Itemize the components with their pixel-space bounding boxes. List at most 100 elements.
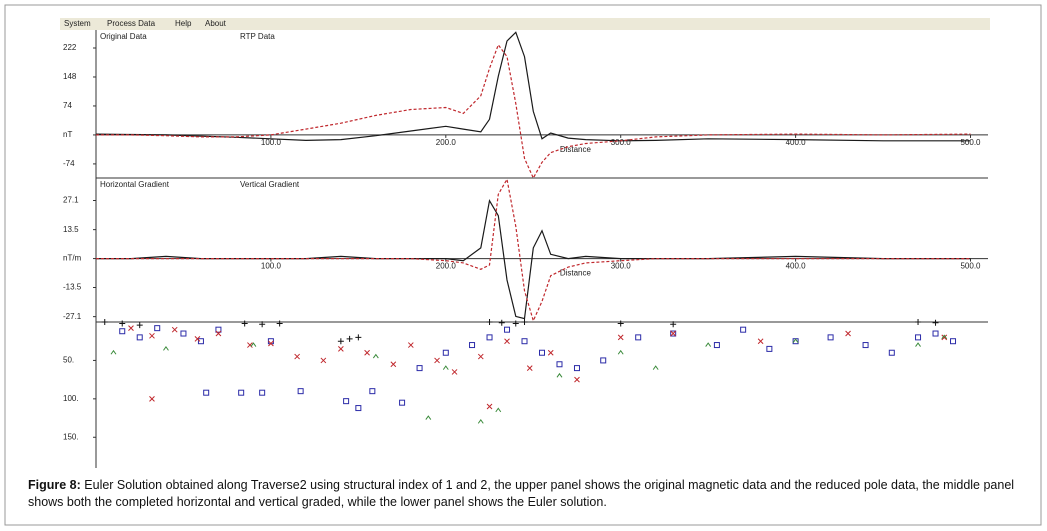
euler-square — [504, 326, 511, 333]
x-axis-label: Distance — [560, 269, 592, 278]
series-label: Horizontal Gradient — [100, 180, 170, 189]
x-tick-label: 500.0 — [960, 262, 981, 271]
y-tick-label: 148 — [63, 72, 77, 81]
euler-triangle — [442, 365, 449, 370]
euler-cross — [617, 334, 624, 341]
euler-square — [713, 342, 720, 349]
euler-cross — [486, 403, 493, 410]
euler-triangle — [705, 342, 712, 347]
y-tick-label: -74 — [63, 159, 75, 168]
euler-square — [180, 330, 187, 337]
euler-cross — [364, 349, 370, 356]
y-tick-label: 100. — [63, 394, 79, 403]
euler-square — [766, 345, 773, 352]
euler-cross — [574, 376, 580, 383]
euler-cross — [294, 353, 300, 360]
euler-cross — [247, 342, 253, 348]
euler-plus — [617, 320, 624, 327]
euler-cross — [149, 395, 155, 402]
euler-cross — [504, 338, 510, 345]
euler-square — [238, 389, 245, 396]
euler-plus — [337, 338, 344, 345]
euler-plus — [486, 319, 493, 325]
menu-item[interactable]: System — [64, 19, 91, 28]
euler-square — [203, 389, 210, 396]
euler-cross — [434, 357, 440, 364]
x-axis-label: Distance — [560, 145, 592, 154]
euler-square — [469, 342, 476, 349]
euler-triangle — [617, 349, 624, 355]
euler-triangle — [915, 342, 921, 347]
euler-cross — [268, 340, 274, 347]
euler-square — [521, 338, 528, 345]
euler-plus — [119, 320, 126, 327]
euler-square — [259, 389, 266, 396]
euler-cross — [757, 338, 764, 345]
euler-plus — [101, 319, 108, 325]
y-tick-label: 27.1 — [63, 196, 79, 205]
euler-triangle — [941, 334, 948, 340]
euler-cross — [390, 361, 397, 368]
euler-square — [197, 338, 204, 345]
euler-cross — [451, 369, 458, 375]
euler-cross — [320, 357, 327, 364]
euler-triangle — [163, 346, 169, 351]
euler-plus — [355, 334, 362, 341]
euler-square — [539, 349, 545, 356]
series-label: Vertical Gradient — [240, 180, 300, 189]
euler-plus — [136, 322, 143, 329]
series-line — [95, 31, 971, 142]
x-tick-label: 200.0 — [436, 138, 457, 147]
euler-cross — [547, 349, 554, 356]
y-tick-label: nT — [63, 130, 72, 139]
x-tick-label: 300.0 — [611, 138, 632, 147]
euler-square — [556, 361, 563, 368]
euler-plus — [915, 319, 922, 325]
euler-plus — [670, 321, 677, 328]
euler-cross — [128, 325, 134, 332]
x-tick-label: 200.0 — [436, 262, 457, 271]
menu-bar — [60, 18, 990, 30]
x-tick-label: 300.0 — [611, 262, 632, 271]
series-line — [96, 199, 971, 320]
frame — [4, 4, 1042, 526]
euler-square — [932, 330, 939, 337]
y-tick-label: -27.1 — [63, 312, 82, 321]
euler-cross — [194, 336, 201, 342]
y-tick-label: nT/m — [63, 254, 82, 263]
euler-square — [399, 399, 406, 406]
euler-square — [119, 328, 126, 335]
series-line — [96, 43, 971, 180]
euler-square — [416, 365, 423, 372]
euler-triangle — [250, 342, 257, 347]
euler-plus — [346, 335, 353, 342]
y-tick-label: 50. — [63, 356, 74, 365]
euler-triangle — [425, 415, 432, 420]
euler-cross — [526, 365, 533, 371]
menu-item[interactable]: Help — [175, 19, 192, 28]
euler-square — [442, 349, 449, 356]
euler-triangle — [495, 407, 502, 413]
euler-square — [862, 342, 869, 349]
euler-square — [635, 334, 642, 341]
euler-square — [297, 388, 304, 395]
x-tick-label: 400.0 — [786, 262, 807, 271]
euler-square — [888, 349, 895, 356]
series-label: Original Data — [100, 32, 147, 41]
euler-plus — [932, 319, 939, 326]
euler-square — [215, 326, 222, 333]
y-tick-label: 222 — [63, 43, 77, 52]
euler-cross — [171, 326, 178, 333]
y-tick-label: 13.5 — [63, 225, 79, 234]
euler-triangle — [652, 365, 659, 370]
euler-square — [600, 357, 607, 364]
x-tick-label: 500.0 — [960, 138, 981, 147]
menu-item[interactable]: About — [205, 19, 227, 28]
menu-item[interactable]: Process Data — [107, 19, 156, 28]
euler-plus — [498, 319, 505, 326]
y-tick-label: -13.5 — [63, 283, 82, 292]
euler-cross — [407, 342, 414, 348]
euler-square — [486, 334, 493, 341]
series-label: RTP Data — [240, 32, 275, 41]
